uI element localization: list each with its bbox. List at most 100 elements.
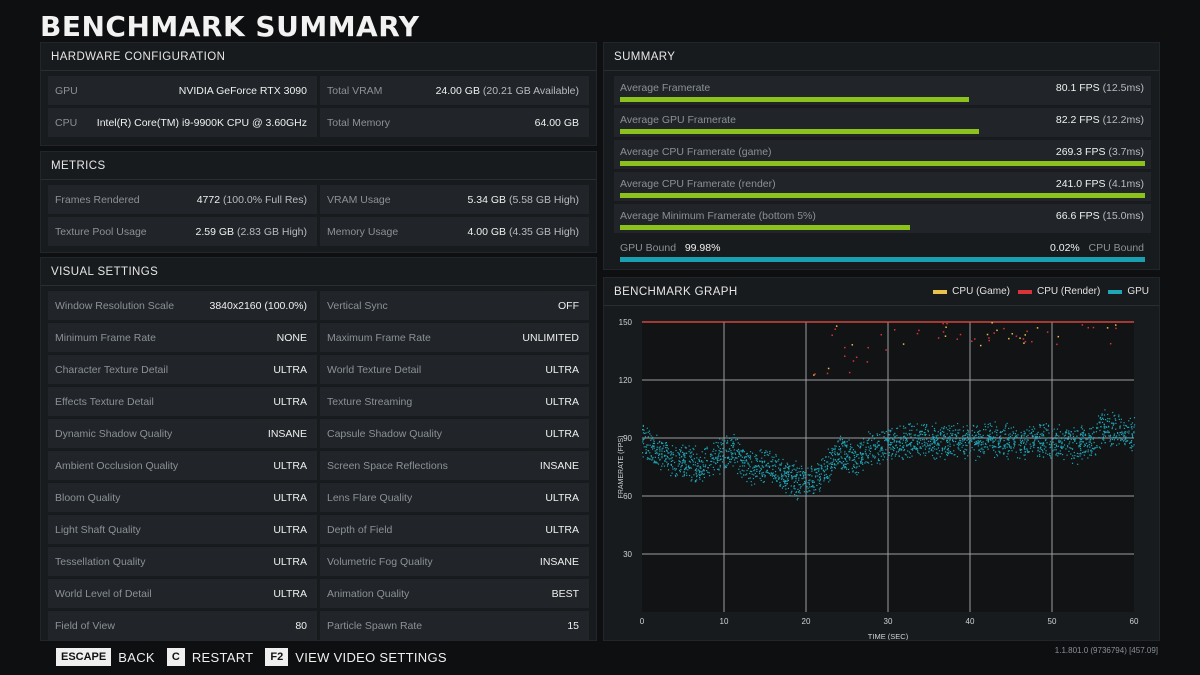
gpu-point [719, 451, 721, 453]
gpu-point [696, 457, 698, 459]
summary-value-sub: (4.1ms) [1108, 178, 1144, 190]
gpu-point [1032, 442, 1034, 444]
gpu-point [978, 433, 980, 435]
gpu-point [676, 474, 678, 476]
visual-label: Tessellation Quality [55, 555, 146, 568]
legend-swatch [1108, 289, 1123, 294]
gpu-point [1061, 443, 1063, 445]
hardware-value-main: 64.00 GB [534, 116, 579, 129]
gpu-point [920, 447, 922, 449]
metrics-value-main: 4772 [196, 193, 221, 206]
gpu-point [831, 467, 833, 469]
gpu-point [774, 464, 776, 466]
restart-action[interactable]: C RESTART [166, 648, 254, 666]
restart-label[interactable]: RESTART [191, 649, 254, 665]
back-label[interactable]: BACK [118, 649, 155, 665]
gpu-point [795, 478, 797, 480]
gpu-point [1133, 424, 1136, 426]
gpu-point [1034, 439, 1036, 441]
gpu-point [943, 434, 945, 436]
gpu-point [916, 423, 918, 425]
gpu-point [713, 458, 715, 461]
gpu-point [777, 475, 779, 477]
gpu-point [1090, 435, 1092, 438]
gpu-point [878, 454, 880, 456]
visual-value-main: NONE [276, 331, 307, 344]
c-key[interactable]: C [166, 648, 185, 666]
gpu-point [989, 436, 991, 438]
gpu-point [986, 446, 989, 448]
gpu-point [909, 443, 911, 445]
gpu-point [800, 485, 802, 488]
gpu-point [928, 448, 930, 450]
gpu-point [1080, 453, 1082, 455]
hardware-header: HARDWARE CONFIGURATION [41, 43, 596, 71]
visual-value: 15 [567, 620, 579, 632]
gpu-point [732, 452, 734, 454]
f2-key[interactable]: F2 [265, 648, 289, 666]
gpu-point [932, 437, 934, 440]
gpu-point [937, 443, 939, 445]
gpu-point [1125, 425, 1127, 427]
gpu-point [734, 457, 736, 459]
gpu-point [1045, 452, 1047, 454]
gpu-point [745, 456, 747, 458]
gpu-point [689, 452, 691, 454]
gpu-point [741, 476, 743, 478]
gpu-point [874, 448, 876, 451]
gpu-point [837, 459, 840, 461]
gpu-point [972, 424, 974, 427]
back-action[interactable]: ESCAPE BACK [56, 648, 155, 666]
gpu-point [709, 453, 712, 455]
gpu-point [800, 471, 802, 473]
gpu-point [694, 481, 696, 483]
gpu-point [650, 446, 653, 448]
gpu-point [804, 474, 806, 476]
gpu-point [964, 438, 966, 440]
visual-label: World Level of Detail [55, 587, 152, 600]
gpu-point [702, 470, 704, 472]
gpu-point [678, 454, 681, 456]
view-video-settings-action[interactable]: F2 VIEW VIDEO SETTINGS [265, 648, 447, 666]
gpu-point [867, 442, 869, 444]
gpu-point [836, 460, 838, 463]
gpu-point [739, 465, 741, 467]
gpu-point [749, 451, 752, 453]
gpu-point [1012, 432, 1015, 434]
gpu-point [846, 441, 848, 443]
gpu-point [675, 455, 677, 457]
gpu-point [772, 459, 774, 461]
gpu-point [1127, 437, 1129, 439]
visual-cell: Vertical Sync OFF [320, 291, 589, 320]
summary-row: Average GPU Framerate 82.2 FPS (12.2ms) [614, 108, 1151, 137]
gpu-point [675, 449, 677, 452]
gpu-point [1027, 451, 1030, 453]
gpu-point [927, 429, 929, 431]
gpu-point [867, 455, 869, 457]
gpu-point [1104, 430, 1106, 433]
gpu-point [1061, 446, 1063, 449]
gpu-point [726, 442, 728, 444]
gpu-point [842, 445, 844, 447]
gpu-point [670, 460, 672, 463]
gpu-point [958, 443, 960, 445]
gpu-point [876, 433, 878, 435]
gpu-point [719, 455, 721, 457]
gpu-point [712, 457, 714, 459]
gpu-point [1103, 437, 1105, 439]
gpu-point [1069, 447, 1071, 449]
gpu-point [899, 440, 901, 442]
visual-settings-grid: Window Resolution Scale 3840x2160 (100.0%… [48, 291, 589, 640]
gpu-point [936, 439, 939, 441]
gpu-point [683, 473, 686, 475]
escape-key[interactable]: ESCAPE [56, 648, 112, 666]
view-video-settings-label[interactable]: VIEW VIDEO SETTINGS [295, 649, 447, 665]
gpu-point [741, 469, 743, 471]
gpu-point [1039, 423, 1041, 426]
gpu-point [937, 442, 939, 444]
gpu-point [1097, 415, 1100, 417]
gpu-point [680, 466, 682, 468]
metrics-label: Memory Usage [327, 225, 399, 238]
gpu-point [1123, 427, 1126, 429]
visual-value: INSANE [540, 556, 579, 568]
